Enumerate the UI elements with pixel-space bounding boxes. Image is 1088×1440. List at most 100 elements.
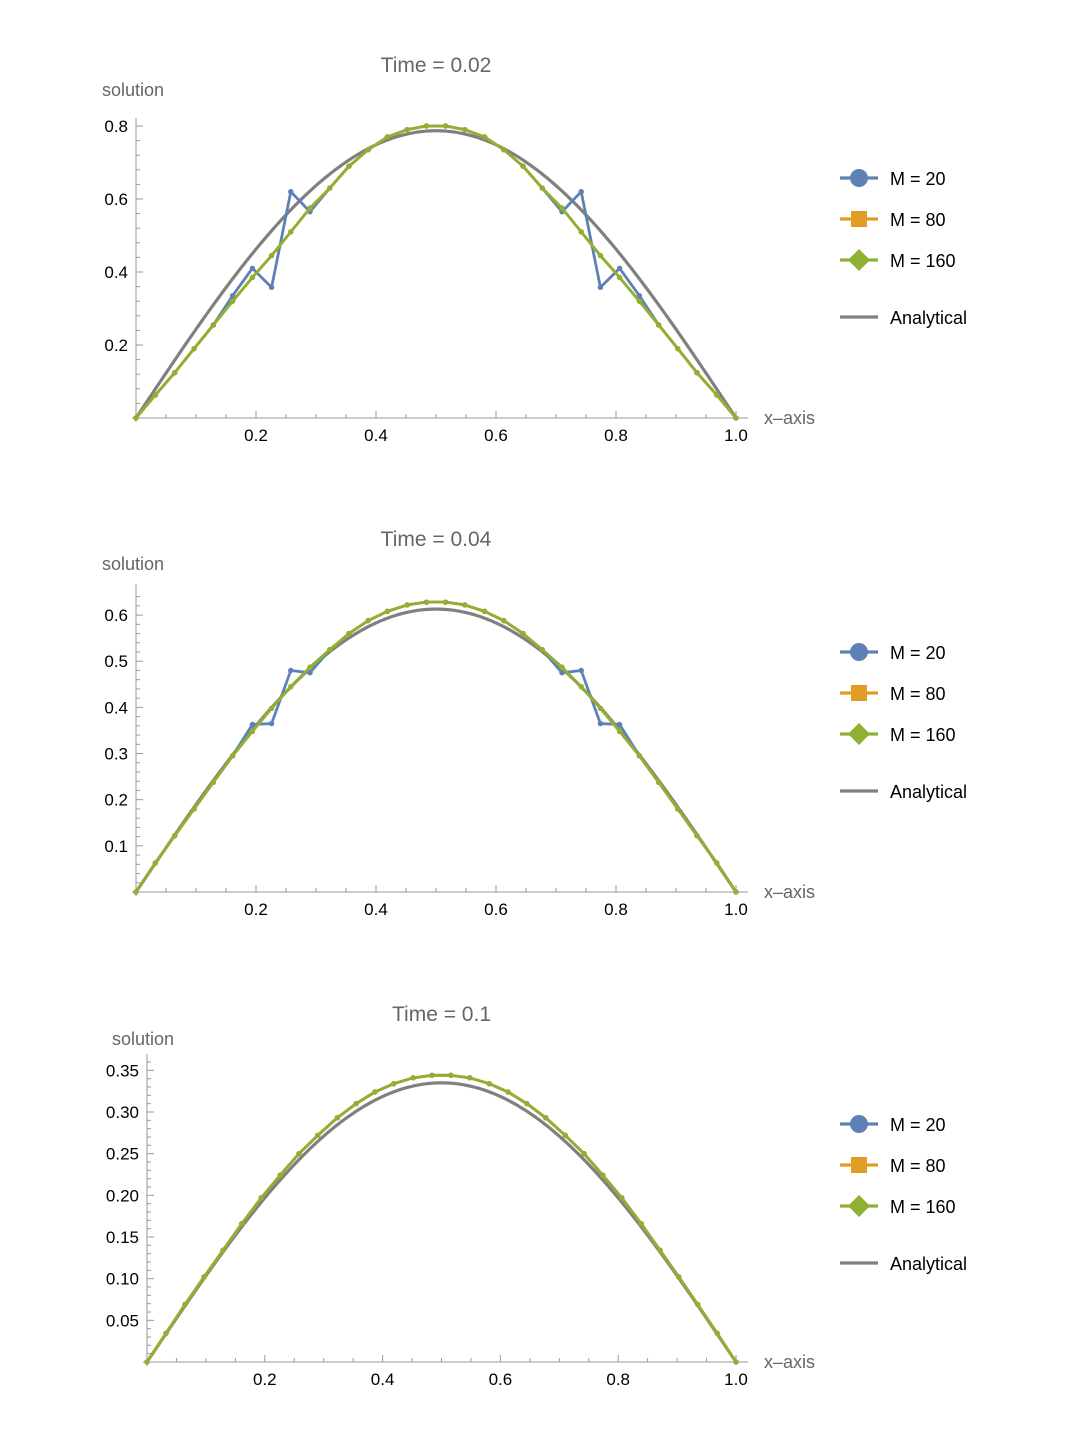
data-point-m-160 [133, 889, 139, 895]
legend-square-icon [851, 1157, 867, 1173]
x-tick-label: 0.2 [253, 1370, 277, 1389]
y-axis-label: solution [102, 80, 164, 100]
data-point-m-160 [581, 1150, 587, 1157]
data-point-m-160 [559, 205, 565, 211]
data-point-m-160 [655, 779, 662, 785]
data-point-m-160 [210, 779, 217, 785]
data-point-m-160 [258, 1195, 264, 1201]
data-point-m-160 [220, 1247, 226, 1254]
series-analytical-line [145, 1081, 738, 1363]
legend-label: M = 160 [890, 725, 956, 745]
data-point-m-20 [288, 667, 294, 674]
data-point-m-160 [229, 753, 236, 759]
series-m-80-line [145, 1073, 738, 1363]
legend-label: M = 80 [890, 210, 946, 230]
data-point-m-160 [307, 664, 313, 670]
y-tick-label: 0.5 [104, 652, 128, 671]
data-point-m-160 [353, 1100, 359, 1107]
data-point-m-160 [172, 832, 178, 839]
data-point-m-160 [182, 1301, 188, 1308]
legend-circle-icon [850, 643, 868, 661]
chart-panel-2: Time = 0.04 solution x–axis 0.2 0.4 0.6 0.8 1.0… [102, 528, 967, 919]
data-point-m-20 [578, 667, 584, 674]
series-m-160-line [145, 1073, 738, 1363]
data-point-m-20 [616, 265, 623, 272]
data-point-m-160 [481, 134, 488, 140]
x-axis-label: x–axis [764, 882, 815, 902]
x-tick-label: 0.6 [484, 900, 508, 919]
data-point-m-160 [288, 683, 294, 690]
data-point-m-20 [559, 670, 565, 676]
data-point-m-160 [201, 1274, 207, 1280]
data-point-m-160 [365, 617, 371, 624]
data-point-m-160 [429, 1072, 435, 1079]
data-point-m-160 [442, 599, 449, 605]
data-point-m-160 [694, 832, 700, 839]
y-tick-label: 0.8 [104, 117, 128, 136]
y-tick-label: 0.2 [104, 336, 128, 355]
legend-square-icon [851, 211, 867, 227]
data-point-m-160 [163, 1330, 169, 1336]
series-m-20-line [134, 600, 738, 893]
data-point-m-160 [676, 1274, 682, 1280]
data-point-m-160 [578, 229, 584, 235]
data-point-m-160 [268, 705, 275, 712]
data-point-m-160 [410, 1075, 416, 1081]
y-tick-label: 0.10 [106, 1270, 139, 1289]
x-tick-label: 1.0 [724, 900, 748, 919]
data-point-m-160 [315, 1132, 321, 1139]
data-point-m-160 [636, 753, 643, 759]
y-tick-label: 0.6 [104, 606, 128, 625]
series-m-160-line [134, 124, 738, 419]
y-tick-label: 0.15 [106, 1228, 139, 1247]
y-tick-label: 0.05 [106, 1311, 139, 1330]
data-point-m-160 [675, 806, 681, 812]
series-m-80-line [134, 124, 738, 419]
data-point-m-20 [597, 284, 604, 291]
x-tick-label: 0.8 [604, 426, 628, 445]
data-point-m-20 [268, 720, 275, 727]
data-point-m-160 [675, 345, 681, 352]
data-point-m-160 [423, 123, 430, 129]
data-point-m-160 [327, 185, 333, 191]
legend: M = 20 M = 80 M = 160 Analytical [840, 169, 967, 328]
legend: M = 20 M = 80 M = 160 Analytical [840, 1115, 967, 1274]
data-point-m-160 [462, 126, 468, 133]
data-point-m-20 [597, 720, 604, 727]
data-point-m-160 [391, 1080, 397, 1087]
y-axis-label: solution [112, 1029, 174, 1049]
data-point-m-160 [229, 298, 236, 304]
series-analytical-line [134, 607, 738, 893]
data-point-m-160 [539, 646, 545, 653]
legend-label: M = 80 [890, 684, 946, 704]
x-axis-label: x–axis [764, 408, 815, 428]
data-point-m-160 [296, 1150, 302, 1157]
data-point-m-160 [365, 147, 371, 153]
y-tick-label: 0.4 [104, 263, 128, 282]
data-point-m-160 [600, 1172, 606, 1179]
data-point-m-160 [733, 889, 739, 895]
data-point-m-20 [229, 293, 236, 299]
data-point-m-160 [638, 1220, 644, 1227]
series-m-20-line [134, 124, 738, 419]
legend-label: M = 160 [890, 1197, 956, 1217]
legend-label: M = 20 [890, 169, 946, 189]
data-point-m-160 [346, 630, 352, 637]
data-point-m-20 [268, 284, 275, 291]
data-point-m-160 [384, 134, 391, 140]
data-point-m-160 [655, 322, 662, 328]
data-point-m-160 [346, 163, 352, 169]
data-point-m-160 [505, 1089, 511, 1095]
chart-panel-3: Time = 0.1 solution x–axis 0.2 0.4 0.6 0.8 1.0 0… [106, 1003, 967, 1389]
data-point-m-160 [334, 1115, 340, 1121]
data-point-m-160 [404, 602, 410, 608]
data-point-m-160 [539, 185, 545, 191]
data-point-m-160 [191, 806, 197, 812]
y-tick-label: 0.2 [104, 791, 128, 810]
data-point-m-160 [327, 646, 333, 653]
data-point-m-160 [372, 1089, 378, 1095]
data-point-m-20 [578, 189, 584, 195]
data-point-m-20 [636, 293, 643, 299]
x-tick-label: 0.8 [606, 1370, 630, 1389]
